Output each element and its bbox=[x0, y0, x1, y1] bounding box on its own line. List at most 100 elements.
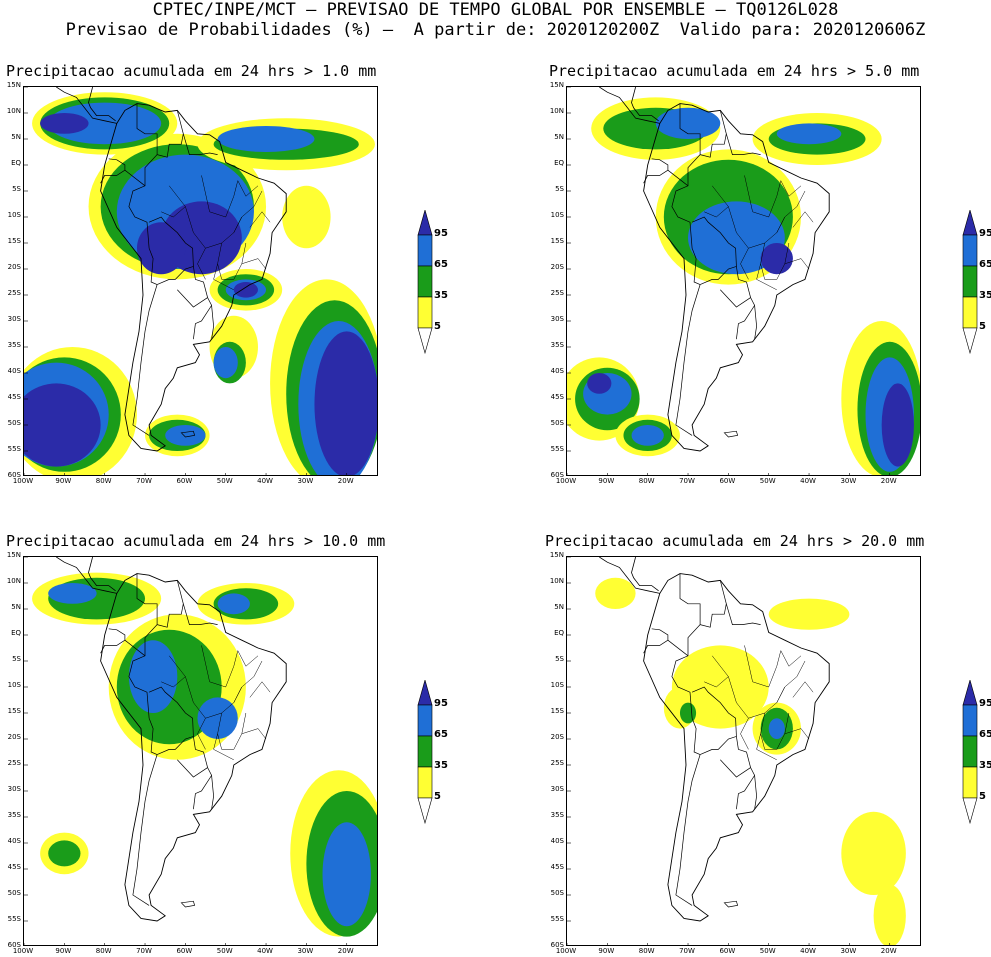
lat-label: EQ bbox=[554, 159, 564, 167]
state-border bbox=[197, 248, 206, 280]
colorbar-segment bbox=[417, 265, 433, 298]
probability-area-c5 bbox=[873, 884, 906, 945]
lat-label: 45S bbox=[7, 393, 21, 401]
state-border bbox=[217, 242, 247, 280]
country-border bbox=[128, 103, 158, 285]
colorbar-label: 95 bbox=[434, 228, 448, 239]
lat-label: 60S bbox=[550, 941, 564, 949]
map-svg bbox=[24, 557, 377, 945]
colorbar-label: 95 bbox=[979, 698, 991, 709]
lat-label: 25S bbox=[7, 759, 21, 767]
lon-label: 20W bbox=[880, 947, 897, 955]
lat-label: 40S bbox=[7, 367, 21, 375]
falkland-islands bbox=[180, 900, 196, 908]
country-border bbox=[671, 573, 701, 755]
lat-label: 55S bbox=[7, 445, 21, 453]
lat-label: 10N bbox=[549, 107, 564, 115]
lat-label: 45S bbox=[7, 863, 21, 871]
state-border bbox=[756, 263, 777, 291]
probability-area-c95 bbox=[587, 373, 612, 394]
lon-label: 40W bbox=[800, 477, 816, 485]
lat-label: 15S bbox=[550, 707, 564, 715]
lon-label: 20W bbox=[337, 477, 354, 485]
central-america-coast bbox=[88, 87, 116, 122]
main-title: CPTEC/INPE/MCT – PREVISAO DE TEMPO GLOBA… bbox=[152, 0, 839, 20]
lat-label: 50S bbox=[550, 889, 564, 897]
colorbar bbox=[417, 680, 433, 825]
country-border bbox=[157, 580, 184, 628]
colorbar-segment bbox=[962, 704, 978, 737]
lat-label: 35S bbox=[550, 811, 564, 819]
lon-label: 60W bbox=[176, 947, 193, 955]
lon-label: 60W bbox=[719, 947, 736, 955]
lat-label: 5N bbox=[554, 603, 564, 611]
lat-label: 5S bbox=[12, 655, 21, 663]
lon-label: 50W bbox=[216, 947, 233, 955]
state-border bbox=[213, 263, 234, 291]
colorbar-label: 65 bbox=[979, 729, 991, 740]
coastline bbox=[643, 103, 830, 452]
lat-label: 5S bbox=[12, 185, 21, 193]
lat-label: 10S bbox=[550, 681, 564, 689]
coastline bbox=[643, 573, 830, 922]
country-border bbox=[193, 297, 213, 340]
lat-label: EQ bbox=[11, 159, 21, 167]
panel-title-4: Precipitacao acumulada em 24 hrs > 20.0 … bbox=[545, 532, 925, 550]
lon-label: 100W bbox=[12, 947, 34, 955]
lat-label: 30S bbox=[7, 315, 21, 323]
lon-label: 90W bbox=[55, 477, 72, 485]
state-border bbox=[161, 655, 186, 688]
probability-area-c65 bbox=[48, 583, 97, 604]
state-border bbox=[161, 185, 186, 218]
colorbar-segment bbox=[962, 296, 978, 329]
colorbar-label: 35 bbox=[979, 290, 991, 301]
state-border bbox=[233, 660, 263, 703]
lat-label: 60S bbox=[7, 941, 21, 949]
lat-label: 10N bbox=[6, 107, 21, 115]
probability-area-c65 bbox=[322, 822, 371, 927]
state-border bbox=[740, 718, 749, 750]
lon-label: 80W bbox=[638, 477, 655, 485]
lon-label: 60W bbox=[719, 477, 736, 485]
country-border bbox=[182, 133, 218, 155]
colorbar-label: 5 bbox=[979, 321, 986, 332]
probability-area-c65 bbox=[128, 640, 178, 713]
lat-label: 25S bbox=[550, 289, 564, 297]
colorbar-segment bbox=[417, 680, 433, 706]
lat-label: EQ bbox=[11, 629, 21, 637]
country-border bbox=[643, 158, 669, 184]
central-america-coast bbox=[56, 87, 117, 124]
state-border bbox=[792, 211, 814, 228]
colorbar-label: 65 bbox=[434, 259, 448, 270]
probability-area-c5 bbox=[841, 811, 906, 895]
colorbar-segment bbox=[962, 735, 978, 768]
colorbar-segment bbox=[417, 327, 433, 355]
lat-label: 50S bbox=[550, 419, 564, 427]
country-border bbox=[182, 603, 218, 625]
probability-area-c95 bbox=[40, 113, 89, 134]
country-border bbox=[720, 736, 752, 778]
colorbar-label: 65 bbox=[434, 729, 448, 740]
lon-label: 20W bbox=[880, 477, 897, 485]
lon-label: 70W bbox=[136, 947, 152, 955]
coastline bbox=[100, 573, 287, 922]
colorbar-segment bbox=[962, 766, 978, 799]
lon-label: 90W bbox=[55, 947, 72, 955]
lon-label: 80W bbox=[95, 477, 112, 485]
country-border bbox=[643, 628, 669, 654]
country-border bbox=[124, 169, 146, 187]
state-border bbox=[217, 712, 247, 750]
state-border bbox=[213, 733, 234, 761]
lon-label: 40W bbox=[257, 477, 273, 485]
lat-label: 20S bbox=[550, 733, 564, 741]
lat-label: 15S bbox=[550, 237, 564, 245]
probability-area-c95 bbox=[24, 383, 101, 467]
lat-label: 35S bbox=[550, 341, 564, 349]
lat-label: EQ bbox=[554, 629, 564, 637]
state-border bbox=[744, 175, 782, 218]
lon-label: 100W bbox=[12, 477, 34, 485]
lat-label: 35S bbox=[7, 341, 21, 349]
map-panel-3 bbox=[23, 556, 378, 946]
lon-label: 100W bbox=[555, 947, 577, 955]
map-svg bbox=[567, 557, 906, 945]
